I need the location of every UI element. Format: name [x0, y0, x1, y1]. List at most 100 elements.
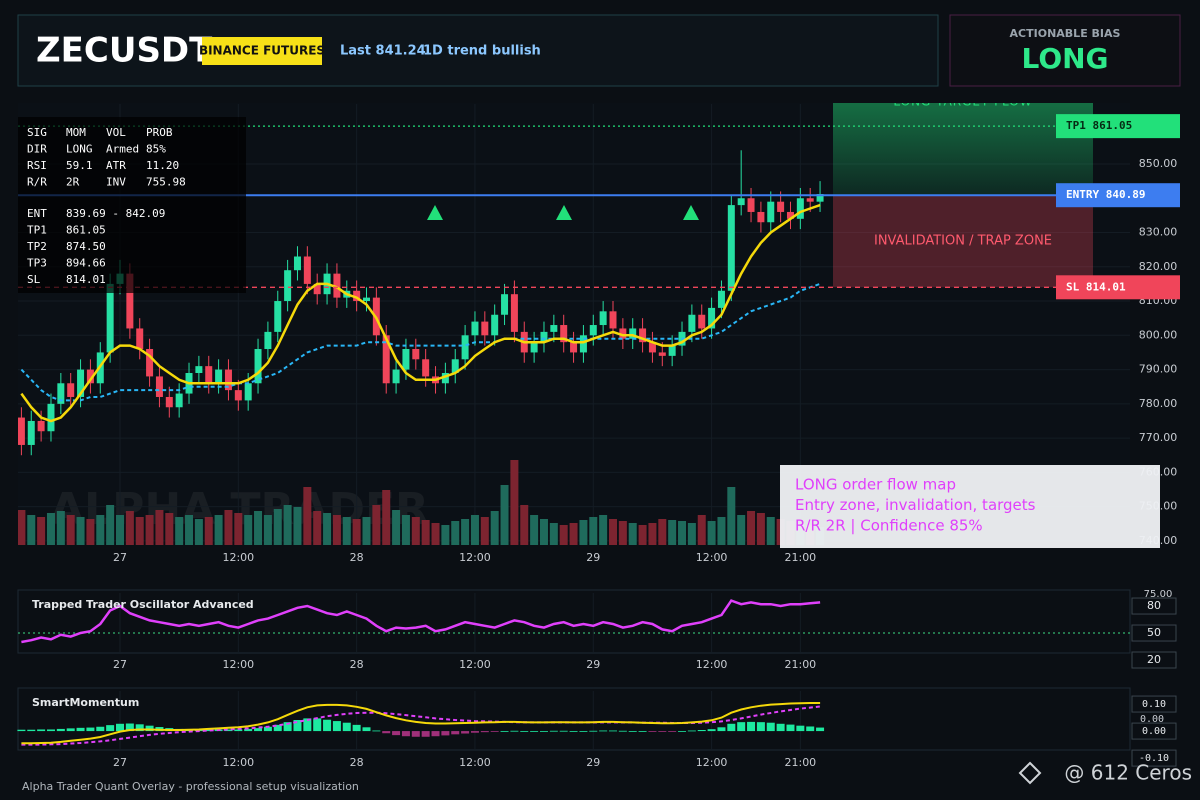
momentum-bar: [727, 723, 736, 732]
x-tick-label: 12:00: [696, 756, 728, 769]
momentum-bar: [687, 730, 696, 732]
credit: @ 612 Ceros: [1064, 761, 1192, 785]
candle-body: [737, 198, 745, 206]
candle-body: [767, 201, 775, 223]
last-price: Last 841.24: [340, 44, 426, 59]
y-tick-label: 80: [1147, 599, 1161, 612]
x-tick-label: 21:00: [784, 658, 816, 671]
candle-body: [816, 194, 824, 202]
volume-bar: [392, 510, 401, 545]
volume-bar: [747, 511, 756, 545]
volume-bar: [96, 515, 105, 545]
y-tick-box: [1131, 624, 1177, 642]
volume-bar: [638, 525, 647, 545]
momentum-bar: [470, 731, 479, 733]
momentum-bar: [549, 730, 558, 732]
momentum-bar: [707, 729, 716, 732]
momentum-bar: [539, 731, 548, 732]
volume-bar: [283, 505, 292, 545]
momentum-bar: [293, 720, 302, 732]
volume-bar: [599, 515, 608, 545]
candle-body: [382, 335, 390, 384]
y-tick-label: 800.00: [1139, 328, 1178, 341]
volume-bar: [668, 520, 677, 545]
momentum-bar: [628, 731, 637, 732]
candle-body: [175, 393, 183, 408]
momentum-bar: [37, 729, 46, 732]
note-line: LONG order flow map: [795, 476, 956, 494]
volume-bar: [66, 515, 75, 545]
level-tag: [1056, 114, 1180, 139]
candle-body: [234, 390, 242, 401]
x-tick-label: 29: [586, 756, 600, 769]
overlay-layer: 850.00830.00820.00810.00800.00790.00780.…: [17, 114, 1192, 793]
volume-bar: [234, 513, 243, 545]
momentum-bar: [480, 731, 489, 733]
momentum-bar: [589, 730, 598, 732]
momentum-bar: [224, 729, 233, 732]
level-label: TP1 861.05: [1066, 119, 1132, 132]
volume-bar: [431, 523, 440, 545]
y-tick-label: 820.00: [1139, 260, 1178, 273]
candle-body: [491, 314, 499, 336]
candle-body: [274, 301, 282, 332]
info-cell: SIG: [27, 126, 47, 139]
signal-triangle: [427, 205, 443, 220]
momentum-bar: [766, 722, 775, 732]
candle-body: [688, 314, 696, 332]
info-cell: RSI: [27, 159, 47, 172]
volume-bar: [86, 519, 95, 545]
candle-body: [205, 366, 213, 384]
candle-body: [550, 325, 558, 332]
candle-body: [530, 342, 538, 353]
candle-body: [609, 311, 617, 329]
volume-bar: [135, 517, 144, 545]
volume-bar: [451, 521, 460, 545]
x-tick-label: 12:00: [696, 551, 728, 564]
x-tick-label: 29: [586, 658, 600, 671]
momentum-bar: [609, 730, 617, 732]
volume-bar: [678, 521, 687, 545]
note-box: [780, 465, 1160, 548]
volume-bar: [589, 517, 598, 545]
info-cell: Armed: [106, 143, 139, 156]
volume-bar: [254, 511, 263, 545]
candle-body: [392, 369, 400, 384]
exchange: BINANCE FUTURES: [199, 44, 325, 58]
volume-bar: [194, 519, 203, 545]
exchange-badge: [202, 37, 322, 65]
momentum-bar: [648, 731, 657, 732]
x-tick-label: 29: [586, 551, 600, 564]
momentum-bar: [86, 727, 95, 732]
momentum-bar: [135, 724, 144, 732]
x-tick-label: 12:00: [222, 756, 254, 769]
momentum-bar: [451, 731, 460, 735]
x-tick-label: 28: [350, 756, 364, 769]
info-cell: TP2: [27, 240, 47, 253]
momentum-bar: [254, 728, 263, 732]
volume-bar: [46, 513, 55, 545]
main-layer: ALPHA TRADERLONG TARGET FLOWINVALIDATION…: [18, 103, 1130, 545]
candle-body: [402, 349, 410, 370]
ema-line: [20, 203, 821, 423]
info-cell: INV: [106, 176, 126, 189]
volume-bar: [530, 515, 539, 545]
candle-body: [77, 369, 85, 397]
info-cell: LONG: [66, 143, 93, 156]
candle-body: [668, 345, 676, 356]
note-line: Entry zone, invalidation, targets: [795, 496, 1036, 514]
oscillator-line: [21, 599, 821, 644]
y-tick-box: [1131, 651, 1177, 669]
candle-body: [264, 331, 272, 350]
x-tick-label: 27: [113, 658, 127, 671]
x-tick-label: 12:00: [459, 551, 491, 564]
info-cell: ATR: [106, 159, 126, 172]
momentum-bar: [737, 722, 746, 732]
volume-bar: [520, 505, 529, 545]
candle-body: [658, 352, 666, 356]
volume-bar: [559, 525, 568, 545]
info-cell: VOL: [106, 126, 126, 139]
info-cell: MOM: [66, 126, 86, 139]
candle-body: [648, 342, 656, 353]
